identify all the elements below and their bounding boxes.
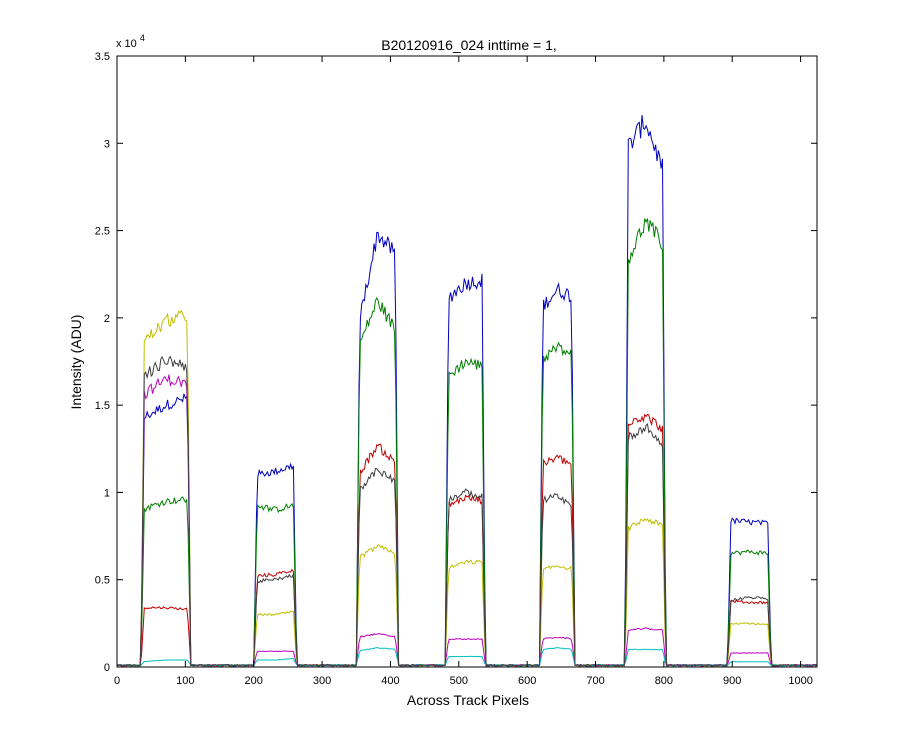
y-tick-label-5: 2.5 [95, 226, 110, 238]
y-exponent-label: x 10 4 [116, 33, 145, 50]
y-tick-label-3: 1.5 [95, 400, 110, 412]
chart-title: B20120916_024 inttime = 1, [381, 37, 557, 53]
series-line-0 [116, 115, 818, 667]
x-tick-label-4: 400 [381, 675, 399, 687]
series-line-5 [116, 647, 818, 667]
x-tick-label-0: 0 [114, 675, 120, 687]
x-tick-label-10: 1000 [788, 675, 812, 687]
y-tick-label-4: 2 [104, 313, 110, 325]
series-group [116, 115, 818, 667]
x-tick-label-3: 300 [313, 675, 331, 687]
series-line-4 [116, 374, 818, 667]
x-tick-label-7: 700 [586, 675, 604, 687]
y-tick-label-1: 0.5 [95, 575, 110, 587]
x-axis-label: Across Track Pixels [407, 692, 529, 708]
series-line-6 [116, 355, 818, 667]
series-line-2 [117, 413, 818, 667]
ticks-group: 0 100 200 300 400 500 600 700 800 900 1000 0 0.5 1 1.5… [95, 51, 817, 687]
y-tick-label-0: 0 [104, 662, 110, 674]
y-tick-label-7: 3.5 [95, 51, 110, 63]
series-line-3 [116, 309, 818, 667]
plot-frame [116, 55, 818, 668]
x-tick-label-5: 500 [450, 675, 468, 687]
x-tick-label-8: 800 [655, 675, 673, 687]
x-tick-label-9: 900 [723, 675, 741, 687]
y-tick-label-6: 3 [104, 138, 110, 150]
y-exponent-base: x 10 [116, 38, 137, 50]
y-tick-label-2: 1 [104, 487, 110, 499]
y-axis-label: Intensity (ADU) [68, 315, 84, 410]
x-tick-label-6: 600 [518, 675, 536, 687]
series-line-1 [116, 218, 818, 667]
x-tick-label-1: 100 [176, 675, 194, 687]
y-exponent-power: 4 [140, 33, 145, 43]
x-tick-label-2: 200 [245, 675, 263, 687]
